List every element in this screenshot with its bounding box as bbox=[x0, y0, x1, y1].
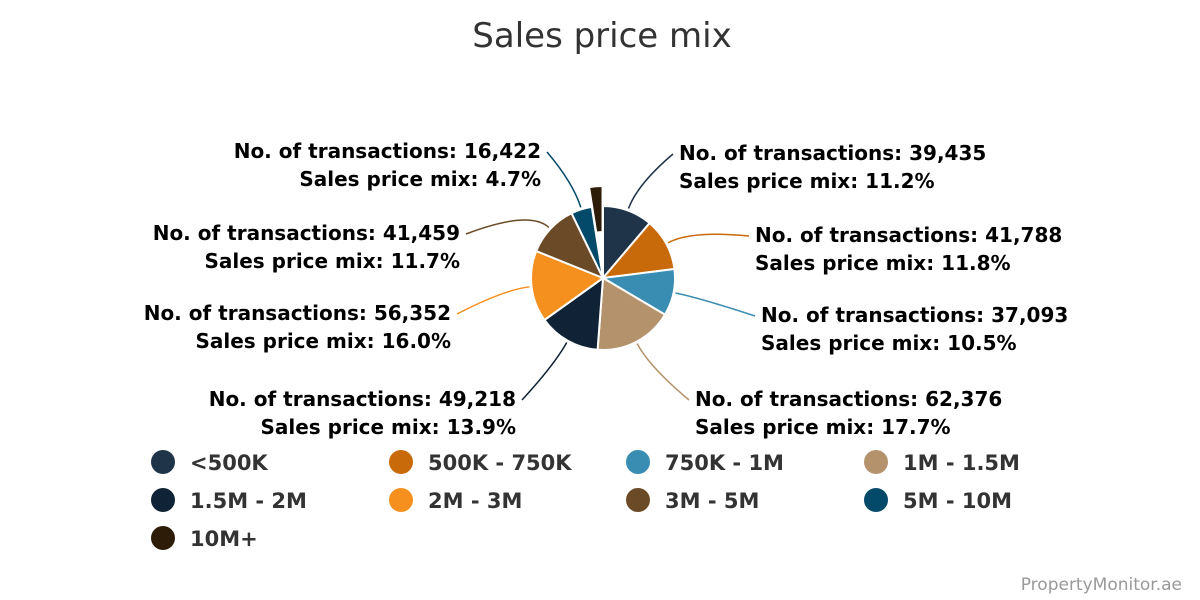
data-label-mix-1m-1-5m: Sales price mix: 17.7% bbox=[695, 415, 951, 439]
connector-3m-5m bbox=[465, 219, 550, 235]
pie-slice-1m-1-5m[interactable] bbox=[596, 276, 667, 351]
legend-label-1m-1-5m: 1M - 1.5M bbox=[903, 451, 1020, 475]
data-label-count-750k-1m: No. of transactions: 37,093 bbox=[761, 303, 1068, 327]
data-label-count-3m-5m: No. of transactions: 41,459 bbox=[153, 221, 460, 245]
connector-1m-1-5m bbox=[636, 343, 690, 401]
label-connectors bbox=[456, 151, 756, 401]
legend-swatch-1-5m-2m bbox=[151, 488, 175, 512]
legend-label-5m-10m: 5M - 10M bbox=[903, 489, 1012, 513]
connector-500k bbox=[627, 153, 674, 209]
connector-750k-1m bbox=[675, 292, 756, 317]
data-label-count-1m-1-5m: No. of transactions: 62,376 bbox=[695, 387, 1002, 411]
legend-item-3m-5m[interactable]: 3M - 5M bbox=[626, 488, 759, 513]
data-labels: No. of transactions: 39,435 Sales price m… bbox=[144, 139, 1069, 439]
legend-item-5m-10m[interactable]: 5M - 10M bbox=[864, 488, 1012, 513]
legend-swatch-750k-1m bbox=[626, 450, 650, 474]
legend-swatch-500k-750k bbox=[389, 450, 413, 474]
legend-label-500k: <500K bbox=[190, 451, 268, 475]
pie-slice-2m-3m[interactable] bbox=[530, 249, 606, 322]
legend-label-10m: 10M+ bbox=[190, 527, 258, 551]
legend-label-500k-750k: 500K - 750K bbox=[428, 451, 572, 475]
legend-swatch-2m-3m bbox=[389, 488, 413, 512]
credit-text[interactable]: PropertyMonitor.ae bbox=[1021, 575, 1182, 595]
legend-item-10m[interactable]: 10M+ bbox=[151, 526, 258, 551]
connector-2m-3m bbox=[456, 286, 530, 315]
legend-label-1-5m-2m: 1.5M - 2M bbox=[190, 489, 307, 513]
pie bbox=[530, 185, 676, 351]
pie-slice-1-5m-2m[interactable] bbox=[543, 275, 605, 351]
legend-swatch-1m-1-5m bbox=[864, 450, 888, 474]
data-label-mix-750k-1m: Sales price mix: 10.5% bbox=[761, 331, 1017, 355]
data-label-count-5m-10m: No. of transactions: 16,422 bbox=[234, 139, 541, 163]
pie-slice-10m[interactable] bbox=[587, 185, 604, 234]
legend-item-500k[interactable]: <500K bbox=[151, 450, 268, 475]
legend-item-500k-750k[interactable]: 500K - 750K bbox=[389, 450, 572, 475]
data-label-mix-5m-10m: Sales price mix: 4.7% bbox=[299, 167, 541, 191]
legend: <500K 500K - 750K 750K - 1M 1M - 1.5M 1.5M -… bbox=[151, 450, 1020, 551]
data-label-mix-500k: Sales price mix: 11.2% bbox=[679, 169, 935, 193]
connector-5m-10m bbox=[546, 151, 582, 208]
legend-label-750k-1m: 750K - 1M bbox=[665, 451, 784, 475]
data-label-mix-1-5m-2m: Sales price mix: 13.9% bbox=[260, 415, 516, 439]
legend-swatch-500k bbox=[151, 450, 175, 474]
chart-title: Sales price mix bbox=[472, 16, 731, 56]
legend-item-1-5m-2m[interactable]: 1.5M - 2M bbox=[151, 488, 307, 513]
legend-label-2m-3m: 2M - 3M bbox=[428, 489, 522, 513]
connector-500k-750k bbox=[667, 233, 750, 244]
legend-item-2m-3m[interactable]: 2M - 3M bbox=[389, 488, 522, 513]
data-label-count-500k: No. of transactions: 39,435 bbox=[679, 141, 986, 165]
legend-swatch-10m bbox=[151, 526, 175, 550]
data-label-count-500k-750k: No. of transactions: 41,788 bbox=[755, 223, 1062, 247]
data-label-count-2m-3m: No. of transactions: 56,352 bbox=[144, 301, 451, 325]
legend-swatch-5m-10m bbox=[864, 488, 888, 512]
legend-item-750k-1m[interactable]: 750K - 1M bbox=[626, 450, 784, 475]
legend-item-1m-1-5m[interactable]: 1M - 1.5M bbox=[864, 450, 1020, 475]
legend-label-3m-5m: 3M - 5M bbox=[665, 489, 759, 513]
data-label-count-1-5m-2m: No. of transactions: 49,218 bbox=[209, 387, 516, 411]
connector-1-5m-2m bbox=[521, 342, 568, 401]
data-label-mix-3m-5m: Sales price mix: 11.7% bbox=[204, 249, 460, 273]
legend-swatch-3m-5m bbox=[626, 488, 650, 512]
data-label-mix-500k-750k: Sales price mix: 11.8% bbox=[755, 251, 1011, 275]
data-label-mix-2m-3m: Sales price mix: 16.0% bbox=[195, 329, 451, 353]
